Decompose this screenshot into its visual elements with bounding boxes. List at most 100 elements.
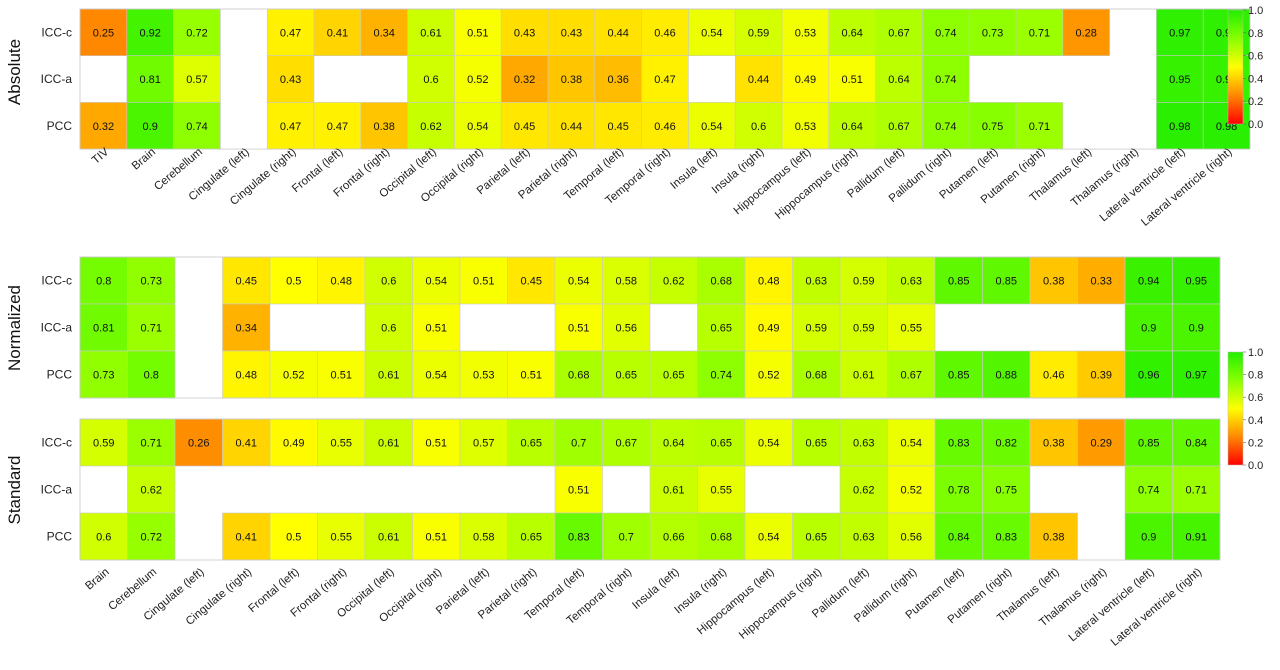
colorbar-tick-label: 0.8 [1248, 370, 1263, 382]
heatmap-cell [744, 350, 793, 399]
heatmap-cell [364, 512, 413, 561]
cell-value-label: 0.78 [948, 485, 969, 497]
cell-value-label: 0.85 [948, 276, 969, 288]
cell-value-label: 0.28 [1075, 27, 1096, 39]
heatmap-cell [602, 418, 651, 467]
cell-value-label: 0.8 [96, 276, 111, 288]
cell-value-label: 0.41 [236, 532, 257, 544]
cell-value-label: 0.49 [283, 438, 304, 450]
heatmap-cell [792, 303, 841, 352]
cell-value-label: 0.68 [806, 370, 827, 382]
panel-title-standard: Standard [5, 456, 24, 525]
colorbar-tick-label: 0.6 [1248, 51, 1263, 63]
heatmap-cell [792, 418, 841, 467]
cell-value-label: 0.51 [568, 323, 589, 335]
heatmap-cell [454, 55, 502, 103]
heatmap-cell [222, 418, 271, 467]
cell-value-label: 0.47 [280, 27, 301, 39]
heatmap-cell [1029, 256, 1078, 305]
heatmap-cell [173, 102, 221, 150]
cell-value-label: 0.73 [141, 276, 162, 288]
cell-value-label: 0.59 [93, 438, 114, 450]
cell-value-label: 0.55 [331, 532, 352, 544]
cell-value-label: 0.6 [751, 121, 766, 133]
heatmap-cell [1124, 418, 1173, 467]
cell-value-label: 0.84 [948, 532, 969, 544]
panel-frame-standard [79, 418, 1221, 561]
heatmap-cell [839, 418, 888, 467]
cell-value-label: 0.75 [996, 485, 1017, 497]
cell-value-label: 0.54 [701, 121, 722, 133]
heatmap-cell [412, 350, 461, 399]
heatmap-cell [934, 418, 983, 467]
cell-value-label: 0.9 [143, 121, 158, 133]
cell-value-label: 0.9 [1141, 532, 1156, 544]
cell-value-label: 0.61 [853, 370, 874, 382]
cell-value-label: 0.72 [186, 27, 207, 39]
cell-value-label: 0.59 [853, 323, 874, 335]
heatmap-cell [222, 303, 271, 352]
heatmap-cell [127, 465, 176, 514]
heatmap-cell [554, 303, 603, 352]
cell-value-label: 0.95 [1169, 74, 1190, 86]
cell-value-label: 0.52 [283, 370, 304, 382]
cell-value-label: 0.94 [1138, 276, 1159, 288]
heatmap-cell [887, 256, 936, 305]
cell-value-label: 0.34 [236, 323, 257, 335]
cell-value-label: 0.51 [426, 532, 447, 544]
heatmap-cell [887, 350, 936, 399]
heatmap-cell [934, 350, 983, 399]
row-label-pcc: PCC [47, 119, 73, 133]
row-label-icc-a: ICC-a [41, 321, 73, 335]
cell-value-label: 0.65 [616, 370, 637, 382]
cell-value-label: 0.38 [561, 74, 582, 86]
heatmap-cell [1015, 8, 1064, 57]
heatmap-cell [875, 8, 923, 57]
heatmap-cell [269, 418, 318, 467]
heatmap-cell [875, 102, 923, 150]
heatmap-cell [222, 256, 271, 305]
cell-value-label: 0.9 [1189, 323, 1204, 335]
cell-value-label: 0.53 [473, 370, 494, 382]
column-label-lateral-ventricle-left: Lateral ventricle (left) [1098, 146, 1188, 224]
heatmap-cell [649, 512, 698, 561]
cell-value-label: 0.39 [1091, 370, 1112, 382]
panel-frame-normalized [79, 256, 1221, 399]
cell-value-label: 0.74 [935, 74, 956, 86]
heatmap-cell [222, 512, 271, 561]
row-label-icc-a: ICC-a [41, 483, 73, 497]
cell-value-label: 0.97 [1169, 27, 1190, 39]
heatmap-cell [887, 512, 936, 561]
cell-value-label: 0.58 [616, 276, 637, 288]
heatmap-cell [697, 418, 746, 467]
row-label-icc-c: ICC-c [41, 436, 72, 450]
cell-value-label: 0.54 [426, 276, 447, 288]
cell-value-label: 0.34 [373, 27, 394, 39]
heatmap-cell [79, 418, 128, 467]
cell-value-label: 0.36 [607, 74, 628, 86]
heatmap-cell [454, 8, 502, 57]
cell-value-label: 0.65 [806, 532, 827, 544]
cell-value-label: 0.67 [888, 121, 909, 133]
cell-value-label: 0.52 [901, 485, 922, 497]
cell-value-label: 0.51 [841, 74, 862, 86]
panel-frame-absolute [79, 8, 1251, 150]
cell-value-label: 0.6 [96, 532, 111, 544]
cell-value-label: 0.63 [853, 532, 874, 544]
heatmap-cell [1077, 350, 1126, 399]
cell-value-label: 0.54 [901, 438, 922, 450]
cell-value-label: 0.74 [711, 370, 732, 382]
cell-value-label: 0.55 [331, 438, 352, 450]
heatmap-cell [459, 512, 508, 561]
heatmap-cell [127, 303, 176, 352]
cell-value-label: 0.85 [1138, 438, 1159, 450]
heatmap-cell [828, 8, 876, 57]
heatmap-cell [507, 512, 556, 561]
heatmap-cell [839, 350, 888, 399]
heatmap-cell [454, 102, 502, 150]
heatmap-cell [79, 512, 128, 561]
heatmap-cell [641, 102, 689, 150]
cell-value-label: 0.72 [141, 532, 162, 544]
row-label-icc-c: ICC-c [41, 274, 72, 288]
heatmap-cell [127, 350, 176, 399]
